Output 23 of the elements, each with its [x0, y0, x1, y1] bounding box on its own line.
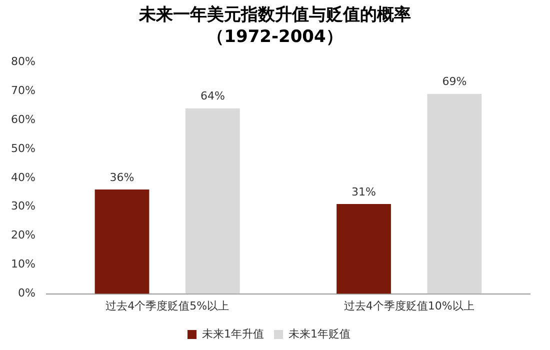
y-tick-label: 40%	[10, 170, 36, 184]
data-label: 31%	[352, 185, 376, 198]
chart-subtitle: （1972-2004）	[206, 26, 344, 48]
y-tick-label: 10%	[10, 258, 36, 271]
bar	[94, 189, 150, 294]
legend-label: 未来1年贬值	[288, 327, 350, 340]
y-tick-label: 30%	[10, 200, 36, 213]
data-label: 64%	[200, 90, 225, 103]
y-tick-label: 70%	[10, 84, 36, 97]
bar	[427, 94, 482, 294]
bar	[336, 204, 391, 294]
chart-title: 未来一年美元指数升值与贬值的概率	[138, 4, 412, 26]
y-tick-label: 80%	[10, 54, 36, 68]
y-tick-label: 60%	[10, 112, 36, 126]
x-tick-label: 过去4个季度贬值10%以上	[344, 299, 474, 312]
data-label: 69%	[442, 75, 467, 88]
data-label: 36%	[110, 170, 134, 184]
y-tick-label: 50%	[10, 142, 36, 155]
y-tick-label: 0%	[18, 286, 36, 300]
legend-label: 未来1年升值	[202, 327, 264, 340]
x-tick-label: 过去4个季度贬值5%以上	[106, 299, 230, 312]
y-tick-label: 20%	[10, 228, 36, 242]
bar	[185, 108, 240, 294]
